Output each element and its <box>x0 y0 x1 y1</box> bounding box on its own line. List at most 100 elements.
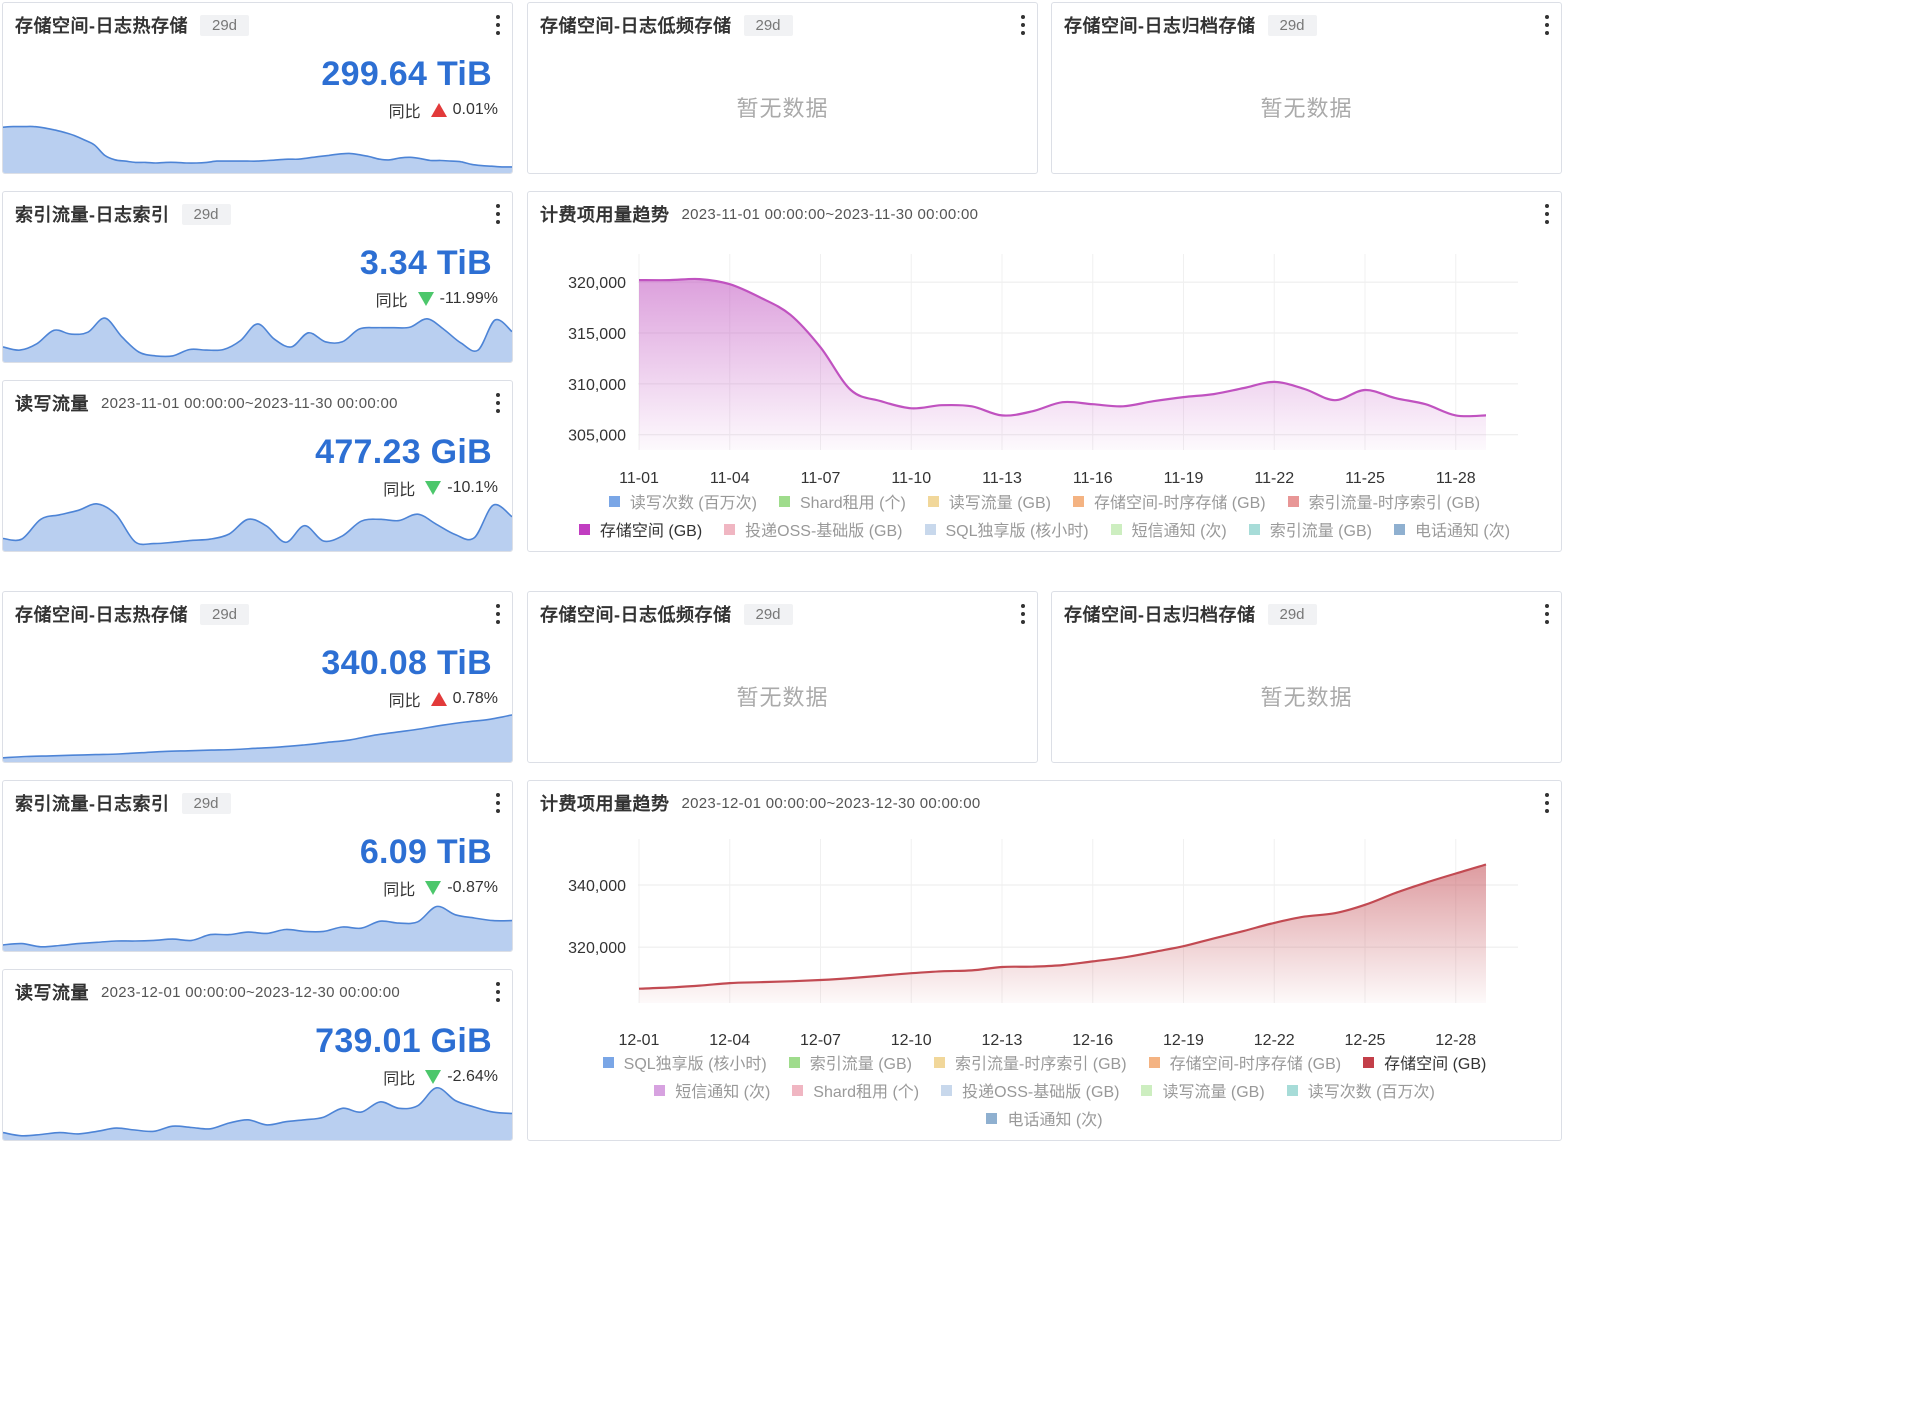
empty-state: 暂无数据 <box>736 685 829 710</box>
legend-item[interactable]: 读写次数 (百万次) <box>608 489 757 513</box>
data-point <box>638 279 640 281</box>
more-options-icon[interactable] <box>494 604 502 624</box>
data-point <box>1122 405 1124 407</box>
legend-label: 读写次数 (百万次) <box>629 495 757 512</box>
sparkline-area <box>3 906 512 951</box>
legend-label: 存储空间 (GB) <box>1384 1056 1487 1073</box>
legend-item[interactable]: 存储空间-时序存储 (GB) <box>1148 1050 1341 1074</box>
more-options-icon[interactable] <box>1543 793 1551 813</box>
data-point <box>1213 393 1215 395</box>
x-tick-label: 12-07 <box>800 1032 841 1049</box>
legend-item[interactable]: SQL独享版 (核小时) <box>924 517 1089 541</box>
legend-item[interactable]: 索引流量-时序索引 (GB) <box>934 1050 1127 1074</box>
card-title: 读写流量 <box>15 394 89 414</box>
legend-item[interactable]: 读写流量 (GB) <box>927 489 1051 513</box>
more-options-icon[interactable] <box>1019 15 1027 35</box>
x-tick-label: 12-19 <box>1163 1032 1204 1049</box>
card-header: 计费项用量趋势 2023-11-01 00:00:00~2023-11-30 0… <box>540 200 1531 228</box>
sparkline <box>3 881 512 951</box>
y-tick-label: 340,000 <box>568 878 626 895</box>
card-title: 索引流量-日志索引 <box>15 794 170 814</box>
data-point <box>1455 872 1457 874</box>
data-point <box>1394 397 1396 399</box>
more-options-icon[interactable] <box>494 982 502 1002</box>
legend-label: 读写次数 (百万次) <box>1307 1084 1435 1101</box>
legend-item[interactable]: Shard租用 (个) <box>778 489 906 513</box>
change-percent: -11.99% <box>439 290 498 307</box>
data-point <box>1334 912 1336 914</box>
card-title: 索引流量-日志索引 <box>15 205 170 225</box>
data-point <box>729 283 731 285</box>
more-options-icon[interactable] <box>1543 604 1551 624</box>
more-options-icon[interactable] <box>1543 204 1551 224</box>
more-options-icon[interactable] <box>494 15 502 35</box>
data-point <box>1213 937 1215 939</box>
data-point <box>880 974 882 976</box>
legend-item[interactable]: 投递OSS-基础版 (GB) <box>724 517 903 541</box>
legend-swatch <box>608 495 620 507</box>
data-point <box>1455 414 1457 416</box>
more-options-icon[interactable] <box>494 393 502 413</box>
metric-value: 3.34 TiB <box>359 244 492 282</box>
legend-item[interactable]: 索引流量-时序索引 (GB) <box>1287 489 1480 513</box>
legend-label: Shard租用 (个) <box>813 1084 920 1101</box>
more-options-icon[interactable] <box>1543 15 1551 35</box>
sparkline <box>3 481 512 551</box>
more-options-icon[interactable] <box>494 793 502 813</box>
data-point <box>1061 964 1063 966</box>
metric-value: 739.01 GiB <box>315 1022 492 1060</box>
data-point <box>850 977 852 979</box>
metric-value: 340.08 TiB <box>321 644 492 682</box>
legend-item[interactable]: 存储空间 (GB) <box>578 517 702 541</box>
period-badge: 29d <box>743 14 793 36</box>
x-tick-label: 11-07 <box>801 470 841 487</box>
legend-item[interactable]: 投递OSS-基础版 (GB) <box>941 1078 1119 1102</box>
data-point <box>1122 956 1124 958</box>
trend-down-icon <box>425 1070 442 1084</box>
sparkline <box>3 292 512 362</box>
data-point <box>1485 414 1487 416</box>
x-tick-label: 12-10 <box>891 1032 932 1049</box>
legend-item[interactable]: 电话通知 (次) <box>986 1106 1103 1130</box>
legend-label: 电话通知 (次) <box>1414 523 1511 540</box>
sparkline-svg <box>3 714 512 762</box>
data-point <box>668 986 670 988</box>
sparkline-area <box>3 714 512 762</box>
legend-item[interactable]: 电话通知 (次) <box>1393 517 1511 541</box>
data-point <box>971 405 973 407</box>
legend-item[interactable]: 读写次数 (百万次) <box>1286 1078 1435 1102</box>
more-options-icon[interactable] <box>1019 604 1027 624</box>
x-tick-label: 11-04 <box>710 470 750 487</box>
legend-swatch <box>924 523 936 535</box>
more-options-icon[interactable] <box>494 204 502 224</box>
legend-item[interactable]: 存储空间 (GB) <box>1363 1050 1486 1074</box>
sparkline <box>3 1070 512 1140</box>
legend-label: SQL独享版 (核小时) <box>945 523 1089 540</box>
legend-item[interactable]: 短信通知 (次) <box>654 1078 770 1102</box>
card-header: 读写流量 2023-11-01 00:00:00~2023-11-30 00:0… <box>15 389 482 417</box>
data-point <box>880 400 882 402</box>
legend-item[interactable]: 索引流量 (GB) <box>1248 517 1372 541</box>
usage-trend-chart: 305,000 310,000 315,000 320,000 11-01 11-04 11… <box>568 254 1518 487</box>
compare-label: 同比 <box>383 1071 416 1088</box>
legend-swatch <box>1248 523 1260 535</box>
legend-item[interactable]: 读写流量 (GB) <box>1141 1078 1265 1102</box>
metric-value: 477.23 GiB <box>315 433 492 471</box>
legend-item[interactable]: SQL独享版 (核小时) <box>602 1050 767 1074</box>
compare-label: 同比 <box>388 104 421 121</box>
legend-item[interactable]: 存储空间-时序存储 (GB) <box>1073 489 1266 513</box>
legend-swatch <box>724 523 736 535</box>
legend-item[interactable]: Shard租用 (个) <box>792 1078 919 1102</box>
data-point <box>759 296 761 298</box>
billing-trend-card: 计费项用量趋势 2023-12-01 00:00:00~2023-12-30 0… <box>527 780 1562 1141</box>
series-area <box>639 864 1486 1003</box>
data-point <box>940 404 942 406</box>
index-traffic-card: 索引流量-日志索引 29d 6.09 TiB 同比 -0.87% <box>2 780 513 952</box>
card-header: 存储空间-日志热存储 29d <box>15 11 482 39</box>
change-percent: -0.87% <box>447 879 498 896</box>
sparkline-area <box>3 318 512 362</box>
data-point <box>1303 915 1305 917</box>
data-point <box>1152 400 1154 402</box>
legend-item[interactable]: 索引流量 (GB) <box>788 1050 912 1074</box>
legend-item[interactable]: 短信通知 (次) <box>1110 517 1227 541</box>
